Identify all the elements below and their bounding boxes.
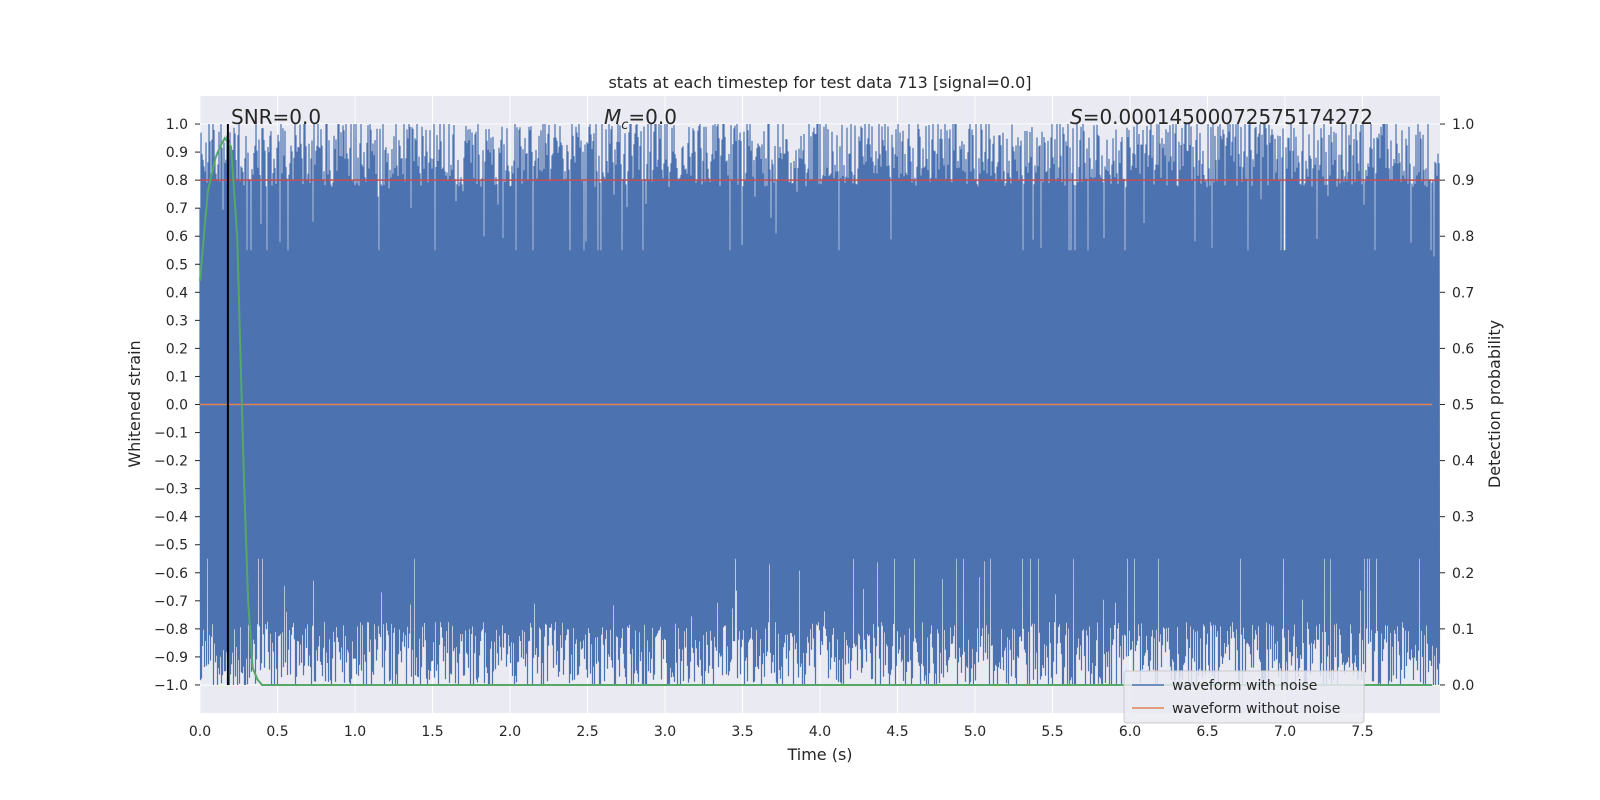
- y-right-tick-label: 0.2: [1452, 566, 1474, 582]
- y-right-tick-label: 0.6: [1452, 341, 1474, 357]
- y-left-tick-label: 0.2: [166, 341, 188, 357]
- y-left-tick-label: 0.6: [166, 229, 188, 245]
- y-right-tick-label: 0.9: [1452, 173, 1474, 189]
- x-tick-label: 1.0: [344, 724, 366, 740]
- x-tick-label: 2.5: [576, 724, 598, 740]
- y-left-tick-label: 0.7: [166, 201, 188, 217]
- y-left-tick-label: −0.9: [154, 650, 188, 666]
- x-tick-label: 4.0: [809, 724, 831, 740]
- chart-title: stats at each timestep for test data 713…: [608, 73, 1031, 92]
- x-tick-label: 7.5: [1351, 724, 1373, 740]
- y-left-tick-label: −0.4: [154, 510, 188, 526]
- mc-symbol: M: [604, 105, 621, 129]
- y-left-tick-label: −0.7: [154, 594, 188, 610]
- legend-label-clean: waveform without noise: [1172, 701, 1340, 717]
- x-tick-label: 4.5: [886, 724, 908, 740]
- y-left-tick-label: 0.8: [166, 173, 188, 189]
- x-tick-label: 2.0: [499, 724, 521, 740]
- y-left-tick-label: −0.2: [154, 454, 188, 470]
- y-left-tick-label: 1.0: [166, 117, 188, 133]
- y-left-tick-label: 0.5: [166, 257, 188, 273]
- mc-annotation: Mc=0.0: [604, 105, 677, 133]
- y-left-tick-label: 0.0: [166, 398, 188, 414]
- y-right-tick-label: 0.0: [1452, 678, 1474, 694]
- mc-value: =0.0: [628, 105, 677, 129]
- s-value: =0.00014500072575174272: [1083, 105, 1373, 129]
- legend-label-noise: waveform with noise: [1172, 678, 1317, 694]
- y-left-tick-label: 0.1: [166, 369, 188, 385]
- y-right-tick-label: 1.0: [1452, 117, 1474, 133]
- y-left-axis-ticks: 1.0 0.9 0.8 0.7 0.6 0.5 0.4 0.3 0.2 0.1 0.0 −0.1 −0.…: [154, 117, 200, 694]
- legend-box: [1123, 670, 1365, 724]
- x-tick-label: 6.0: [1119, 724, 1141, 740]
- x-tick-label: 6.5: [1196, 724, 1218, 740]
- y-right-tick-label: 0.5: [1452, 398, 1474, 414]
- snr-annotation: SNR=0.0: [231, 105, 321, 129]
- y-right-tick-label: 0.8: [1452, 229, 1474, 245]
- x-tick-label: 0.5: [266, 724, 288, 740]
- overlays: [199, 124, 1440, 686]
- y-right-tick-label: 0.3: [1452, 510, 1474, 526]
- x-tick-label: 3.0: [654, 724, 676, 740]
- legend: waveform with noise waveform without noi…: [1123, 670, 1365, 724]
- x-tick-label: 5.0: [964, 724, 986, 740]
- x-axis-ticks: 0.0 0.5 1.0 1.5 2.0 2.5 3.0 3.5 4.0 4.5 5.0 5.5 6.0 6…: [189, 724, 1374, 740]
- x-tick-label: 5.5: [1041, 724, 1063, 740]
- x-tick-label: 7.0: [1274, 724, 1296, 740]
- y-left-tick-label: 0.3: [166, 313, 188, 329]
- x-tick-label: 1.5: [421, 724, 443, 740]
- x-tick-label: 0.0: [189, 724, 211, 740]
- x-axis-label: Time (s): [786, 745, 852, 764]
- y-left-tick-label: −0.1: [154, 426, 188, 442]
- s-symbol: S: [1070, 105, 1083, 129]
- y-left-tick-label: −0.5: [154, 538, 188, 554]
- s-annotation: S=0.00014500072575174272: [1070, 105, 1373, 129]
- y-left-tick-label: 0.4: [166, 285, 188, 301]
- y-left-axis-label: Whitened strain: [125, 340, 144, 467]
- y-left-tick-label: −0.6: [154, 566, 188, 582]
- mc-subscript: c: [621, 118, 628, 133]
- y-right-tick-label: 0.7: [1452, 285, 1474, 301]
- y-left-tick-label: −0.8: [154, 622, 188, 638]
- y-right-axis-ticks: 1.0 0.9 0.8 0.7 0.6 0.5 0.4 0.3 0.2 0.1 0.0: [1440, 117, 1474, 694]
- y-left-tick-label: −0.3: [154, 482, 188, 498]
- y-left-tick-label: 0.9: [166, 145, 188, 161]
- y-right-tick-label: 0.4: [1452, 454, 1474, 470]
- y-left-tick-label: −1.0: [154, 678, 188, 694]
- x-tick-label: 3.5: [731, 724, 753, 740]
- y-right-axis-label: Detection probability: [1485, 320, 1504, 488]
- y-right-tick-label: 0.1: [1452, 622, 1474, 638]
- series-detection-probability: [199, 136, 1433, 686]
